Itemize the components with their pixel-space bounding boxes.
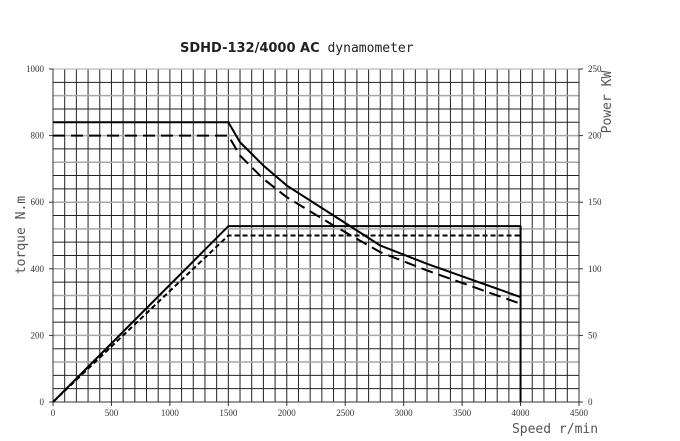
x-tick-label: 1500 bbox=[219, 408, 238, 418]
y-tick-label: 400 bbox=[31, 264, 45, 274]
axes bbox=[52, 69, 580, 403]
y2-axis-label: Power KW bbox=[600, 71, 615, 134]
grid bbox=[53, 68, 579, 402]
y-tick-label: 600 bbox=[31, 197, 45, 207]
x-tick-label: 4000 bbox=[512, 408, 531, 418]
x-tick-label: 3500 bbox=[453, 408, 472, 418]
tick-labels: 0 500 1000 1500 2000 2500 3000 3500 4000 45000200… bbox=[26, 64, 602, 418]
series-line bbox=[53, 134, 521, 305]
series-line bbox=[52, 225, 522, 403]
x-tick-label: 2500 bbox=[336, 408, 355, 418]
x-tick-label: 0 bbox=[51, 408, 56, 418]
series-line bbox=[53, 121, 521, 299]
y-axis-label: torque N.m bbox=[14, 196, 29, 274]
y2-tick-label: 200 bbox=[588, 131, 602, 141]
x-tick-label: 2000 bbox=[278, 408, 297, 418]
y2-tick-label: 50 bbox=[588, 330, 598, 340]
y-tick-label: 200 bbox=[31, 330, 45, 340]
x-tick-label: 1000 bbox=[161, 408, 180, 418]
y-tick-label: 800 bbox=[31, 131, 45, 141]
y2-tick-label: 100 bbox=[588, 264, 602, 274]
x-axis-label: Speed r/min bbox=[512, 422, 598, 437]
y2-tick-label: 0 bbox=[588, 397, 593, 407]
x-tick-label: 4500 bbox=[570, 408, 589, 418]
y-tick-label: 1000 bbox=[26, 64, 45, 74]
y2-tick-label: 250 bbox=[588, 64, 602, 74]
series-line bbox=[52, 234, 521, 403]
x-tick-label: 500 bbox=[105, 408, 119, 418]
y-tick-label: 0 bbox=[40, 397, 45, 407]
y2-tick-label: 150 bbox=[588, 197, 602, 207]
chart-title: SDHD-132/4000 AC dynamometer bbox=[180, 41, 414, 56]
x-tick-label: 3000 bbox=[395, 408, 414, 418]
data-series bbox=[52, 121, 522, 403]
